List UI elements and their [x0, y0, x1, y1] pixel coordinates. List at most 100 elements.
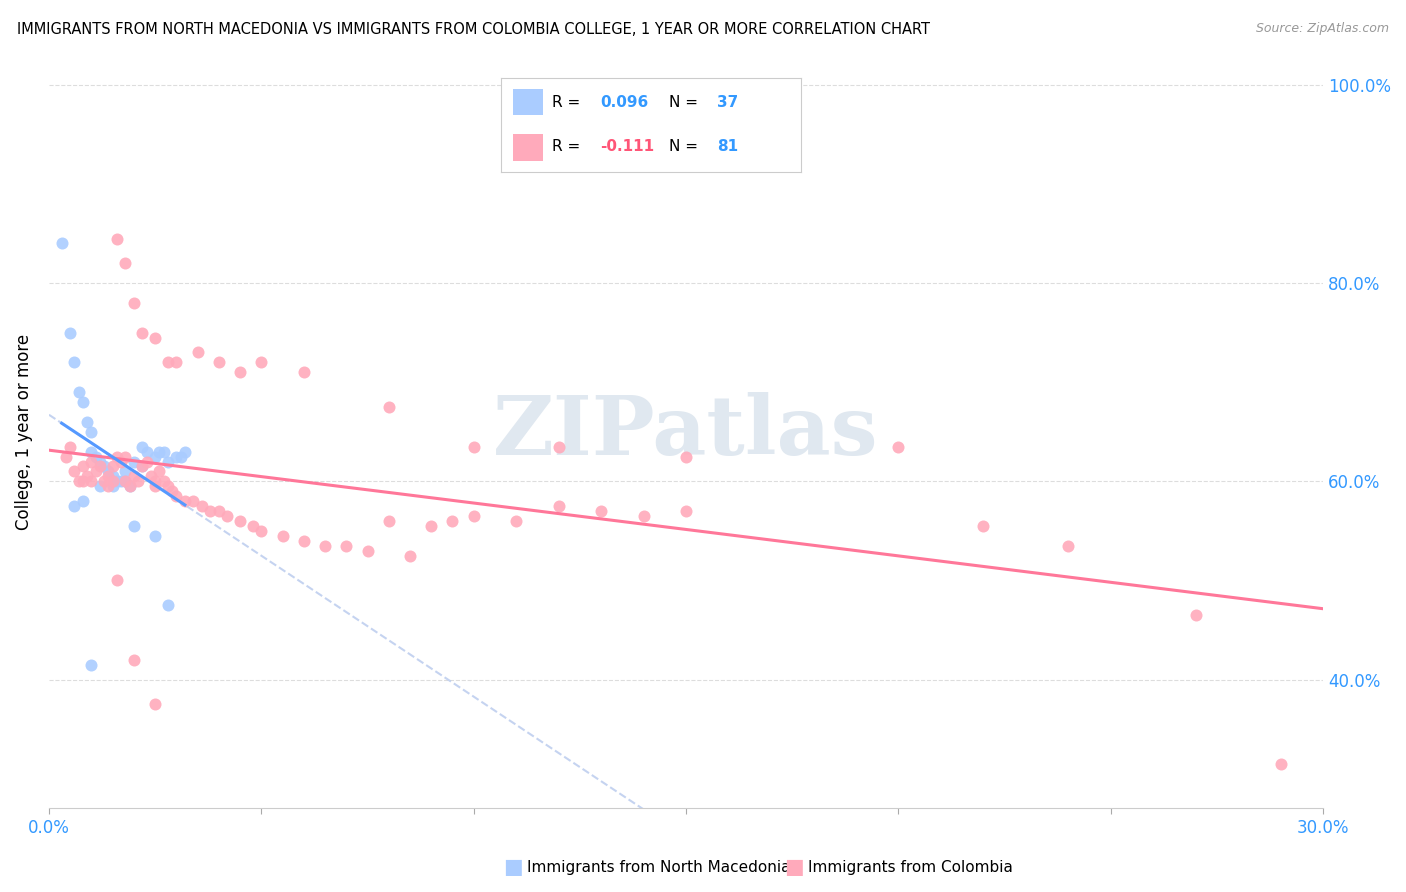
Point	[114, 450, 136, 464]
Point	[143, 450, 166, 464]
Text: ZIPatlas: ZIPatlas	[494, 392, 879, 472]
Point	[143, 529, 166, 543]
Point	[114, 475, 136, 489]
Point	[217, 509, 239, 524]
Point	[1270, 756, 1292, 771]
Text: ■: ■	[503, 857, 523, 877]
Point	[110, 454, 132, 468]
Point	[101, 459, 124, 474]
Point	[160, 484, 183, 499]
Point	[314, 539, 336, 553]
Point	[59, 326, 82, 340]
Point	[114, 465, 136, 479]
Point	[97, 479, 120, 493]
Point	[156, 479, 179, 493]
Point	[292, 533, 315, 548]
Point	[122, 653, 145, 667]
Point	[148, 444, 170, 458]
Point	[1057, 539, 1080, 553]
Point	[72, 475, 94, 489]
Point	[67, 385, 90, 400]
Point	[127, 475, 149, 489]
Point	[191, 499, 214, 513]
Point	[505, 514, 527, 528]
Point	[110, 475, 132, 489]
Point	[122, 454, 145, 468]
Point	[887, 440, 910, 454]
Point	[143, 331, 166, 345]
Point	[80, 475, 103, 489]
Point	[250, 524, 273, 538]
Point	[200, 504, 222, 518]
Point	[547, 440, 569, 454]
Text: IMMIGRANTS FROM NORTH MACEDONIA VS IMMIGRANTS FROM COLOMBIA COLLEGE, 1 YEAR OR M: IMMIGRANTS FROM NORTH MACEDONIA VS IMMIG…	[17, 22, 929, 37]
Point	[80, 657, 103, 672]
Point	[131, 459, 153, 474]
Point	[229, 365, 252, 379]
Point	[229, 514, 252, 528]
Point	[63, 465, 86, 479]
Y-axis label: College, 1 year or more: College, 1 year or more	[15, 334, 32, 530]
Point	[80, 444, 103, 458]
Point	[633, 509, 655, 524]
Point	[63, 355, 86, 369]
Point	[173, 444, 195, 458]
Point	[105, 450, 128, 464]
Point	[441, 514, 464, 528]
Point	[80, 454, 103, 468]
Point	[72, 459, 94, 474]
Point	[187, 345, 209, 359]
Point	[131, 459, 153, 474]
Point	[399, 549, 422, 563]
Text: ■: ■	[785, 857, 804, 877]
Point	[377, 514, 399, 528]
Point	[105, 574, 128, 588]
Point	[131, 440, 153, 454]
Point	[271, 529, 294, 543]
Text: Immigrants from Colombia: Immigrants from Colombia	[808, 860, 1014, 874]
Point	[101, 475, 124, 489]
Point	[89, 454, 111, 468]
Point	[250, 355, 273, 369]
Point	[97, 465, 120, 479]
Point	[547, 499, 569, 513]
Text: Immigrants from North Macedonia: Immigrants from North Macedonia	[527, 860, 790, 874]
Point	[84, 465, 107, 479]
Point	[152, 444, 174, 458]
Point	[76, 415, 98, 429]
Point	[118, 479, 141, 493]
Point	[356, 543, 378, 558]
Point	[135, 444, 157, 458]
Point	[122, 296, 145, 310]
Point	[173, 494, 195, 508]
Point	[335, 539, 357, 553]
Point	[143, 475, 166, 489]
Point	[143, 479, 166, 493]
Point	[76, 469, 98, 483]
Point	[148, 465, 170, 479]
Point	[101, 479, 124, 493]
Point	[93, 459, 115, 474]
Point	[183, 494, 205, 508]
Point	[675, 504, 697, 518]
Point	[84, 450, 107, 464]
Point	[591, 504, 613, 518]
Point	[105, 475, 128, 489]
Point	[135, 454, 157, 468]
Point	[1184, 608, 1206, 623]
Point	[80, 425, 103, 439]
Point	[156, 454, 179, 468]
Point	[118, 479, 141, 493]
Point	[292, 365, 315, 379]
Point	[242, 519, 264, 533]
Point	[122, 469, 145, 483]
Point	[156, 599, 179, 613]
Point	[51, 236, 73, 251]
Point	[63, 499, 86, 513]
Point	[208, 355, 231, 369]
Point	[122, 519, 145, 533]
Point	[152, 475, 174, 489]
Point	[420, 519, 443, 533]
Point	[463, 440, 485, 454]
Point	[169, 450, 191, 464]
